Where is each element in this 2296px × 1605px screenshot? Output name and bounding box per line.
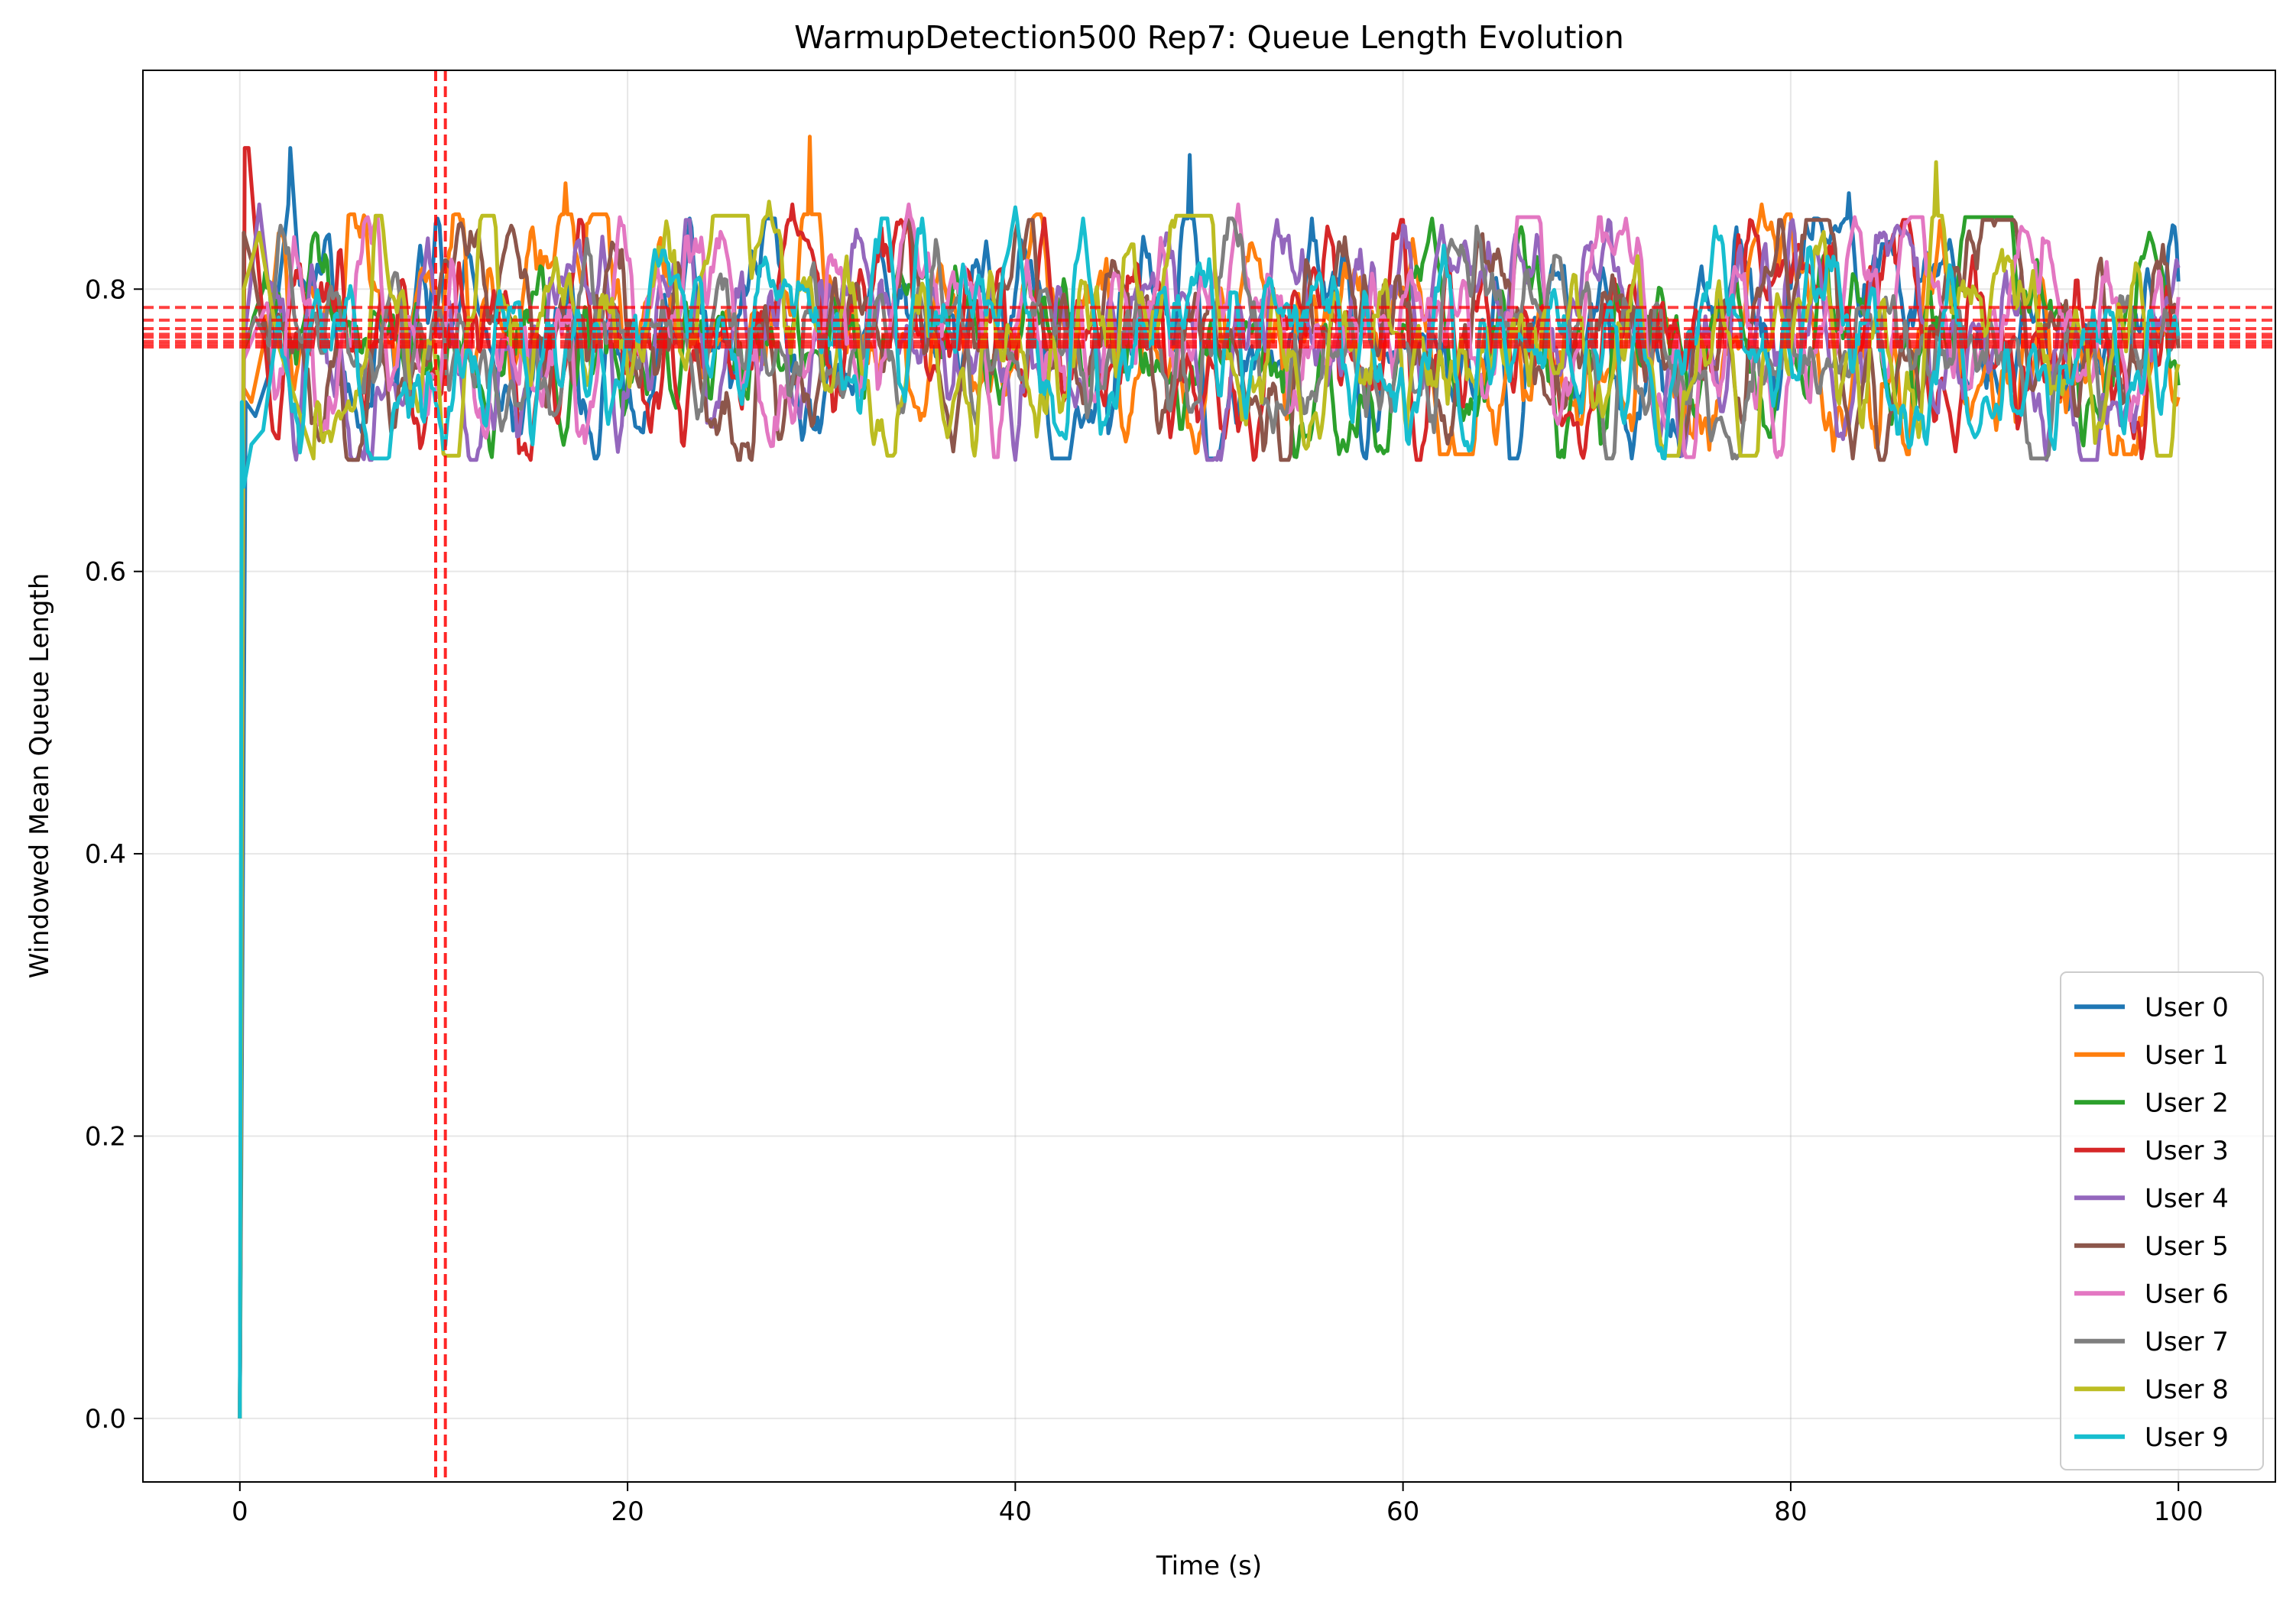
y-tick-label: 0.0 <box>85 1404 126 1435</box>
y-tick-label: 0.6 <box>85 557 126 588</box>
legend-label: User 4 <box>2145 1183 2229 1214</box>
x-tick-label: 80 <box>1774 1496 1807 1527</box>
series-line-user-7 <box>238 216 2181 1419</box>
x-axis-ticks: 0 20 40 60 80 100 <box>232 1482 2204 1527</box>
series-lines <box>238 135 2181 1419</box>
legend-label: User 3 <box>2145 1136 2229 1166</box>
y-tick-label: 0.2 <box>85 1121 126 1152</box>
y-axis-ticks: 0.0 0.2 0.4 0.6 0.8 <box>85 274 143 1435</box>
legend-label: User 6 <box>2145 1279 2229 1309</box>
y-tick-label: 0.4 <box>85 839 126 870</box>
y-axis-label: Windowed Mean Queue Length <box>24 573 55 979</box>
x-tick-label: 40 <box>999 1496 1032 1527</box>
plot-area <box>143 70 2275 1482</box>
legend-label: User 7 <box>2145 1327 2229 1357</box>
legend-label: User 5 <box>2145 1231 2229 1262</box>
x-tick-label: 60 <box>1386 1496 1419 1527</box>
legend-label: User 8 <box>2145 1374 2229 1405</box>
chart-title: WarmupDetection500 Rep7: Queue Length Ev… <box>794 19 1624 56</box>
plot-frame <box>142 70 2276 1483</box>
y-tick-label: 0.8 <box>85 274 126 305</box>
legend: User 0 User 1 User 2 User 3 User 4 User 5 User… <box>2060 971 2264 1470</box>
reference-lines <box>143 70 2275 1482</box>
x-tick-label: 0 <box>232 1496 248 1527</box>
legend-label: User 1 <box>2145 1040 2229 1071</box>
legend-box <box>2060 971 2264 1470</box>
legend-label: User 0 <box>2145 992 2229 1023</box>
series-line-user-9 <box>238 205 2181 1419</box>
legend-label: User 9 <box>2145 1422 2229 1453</box>
x-tick-label: 100 <box>2154 1496 2204 1527</box>
legend-label: User 2 <box>2145 1088 2229 1118</box>
x-axis-label: Time (s) <box>1156 1551 1262 1581</box>
x-tick-label: 20 <box>611 1496 644 1527</box>
series-line-user-6 <box>238 203 2181 1419</box>
series-line-user-4 <box>238 203 2181 1419</box>
